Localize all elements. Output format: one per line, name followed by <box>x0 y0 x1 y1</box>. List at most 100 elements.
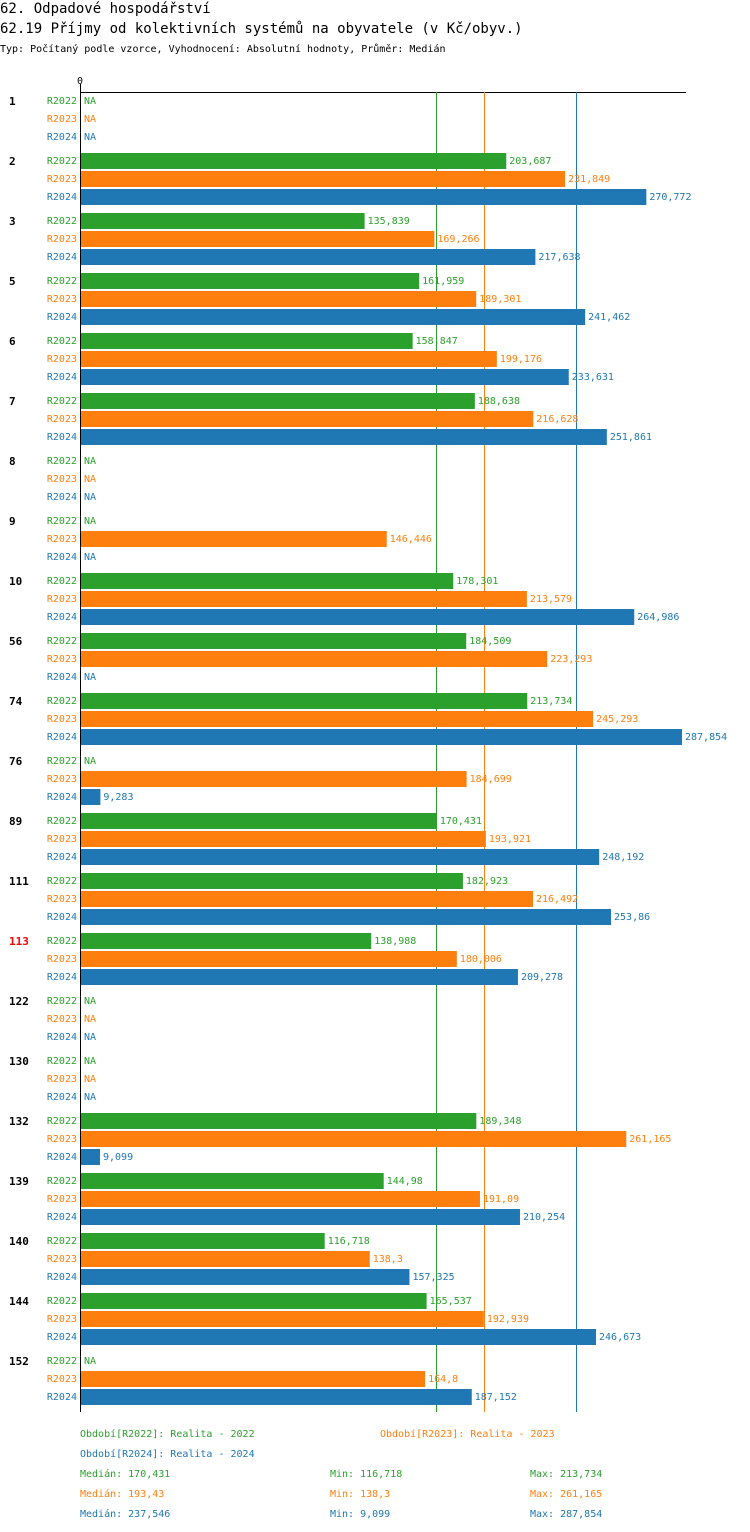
bar-152-r2024 <box>81 1389 472 1405</box>
series-label-r2024: R2024 <box>47 432 77 443</box>
series-label-r2024: R2024 <box>47 552 77 563</box>
value-label-113-r2024: 209,278 <box>521 972 563 983</box>
value-label-76-r2023: 184,699 <box>470 774 512 785</box>
category-label-140: 140 <box>9 1235 29 1248</box>
series-label-r2023: R2023 <box>47 894 77 905</box>
value-label-56-r2023: 223,293 <box>550 654 592 665</box>
na-label: NA <box>84 1356 96 1367</box>
value-label-111-r2024: 253,86 <box>614 912 650 923</box>
series-label-r2022: R2022 <box>47 516 77 527</box>
value-label-2-r2023: 231,849 <box>568 174 610 185</box>
na-label: NA <box>84 552 96 563</box>
bar-56-r2023 <box>81 651 548 667</box>
category-label-76: 76 <box>9 755 23 768</box>
chart-title: 62.19 Příjmy od kolektivních systémů na … <box>0 21 523 37</box>
series-label-r2023: R2023 <box>47 1074 77 1085</box>
bar-10-r2023 <box>81 591 527 607</box>
bar-139-r2022 <box>81 1173 384 1189</box>
series-label-r2022: R2022 <box>47 936 77 947</box>
series-label-r2023: R2023 <box>47 654 77 665</box>
series-label-r2024: R2024 <box>47 372 77 383</box>
bar-10-r2024 <box>81 609 635 625</box>
series-label-r2024: R2024 <box>47 1392 77 1403</box>
category-label-89: 89 <box>9 815 22 828</box>
value-label-139-r2023: 191,09 <box>483 1194 519 1205</box>
bar-89-r2024 <box>81 849 600 865</box>
bar-5-r2022 <box>81 273 420 289</box>
stat-median-r2023: Medián: 193,43 <box>80 1488 164 1500</box>
series-label-r2023: R2023 <box>47 1374 77 1385</box>
category-label-9: 9 <box>9 515 16 528</box>
na-label: NA <box>84 672 96 683</box>
bar-6-r2022 <box>81 333 413 349</box>
value-label-111-r2022: 182,923 <box>466 876 508 887</box>
category-label-130: 130 <box>9 1055 29 1068</box>
bar-152-r2023 <box>81 1371 426 1387</box>
value-label-3-r2022: 135,839 <box>368 216 410 227</box>
series-label-r2022: R2022 <box>47 216 77 227</box>
category-label-56: 56 <box>9 635 23 648</box>
series-label-r2024: R2024 <box>47 612 77 623</box>
series-label-r2022: R2022 <box>47 1356 77 1367</box>
value-label-3-r2023: 169,266 <box>437 234 479 245</box>
bar-3-r2024 <box>81 249 536 265</box>
series-label-r2023: R2023 <box>47 414 77 425</box>
category-label-7: 7 <box>9 395 16 408</box>
series-label-r2022: R2022 <box>47 1116 77 1127</box>
value-label-89-r2023: 193,921 <box>489 834 531 845</box>
bar-56-r2022 <box>81 633 467 649</box>
category-label-111: 111 <box>9 875 29 888</box>
bar-76-r2024 <box>81 789 101 805</box>
bar-111-r2022 <box>81 873 463 889</box>
series-label-r2024: R2024 <box>47 1212 77 1223</box>
series-label-r2022: R2022 <box>47 996 77 1007</box>
na-label: NA <box>84 516 96 527</box>
series-label-r2024: R2024 <box>47 132 77 143</box>
stat-min-r2024: Min: 9,099 <box>330 1509 390 1520</box>
series-label-r2024: R2024 <box>47 672 77 683</box>
na-label: NA <box>84 474 96 485</box>
series-label-r2022: R2022 <box>47 156 77 167</box>
series-label-r2022: R2022 <box>47 1056 77 1067</box>
series-label-r2023: R2023 <box>47 234 77 245</box>
value-label-74-r2023: 245,293 <box>596 714 638 725</box>
stat-min-r2022: Min: 116,718 <box>330 1469 402 1480</box>
bar-113-r2022 <box>81 933 372 949</box>
bar-5-r2023 <box>81 291 477 307</box>
series-label-r2024: R2024 <box>47 312 77 323</box>
value-label-152-r2023: 164,8 <box>428 1374 458 1385</box>
series-label-r2024: R2024 <box>47 492 77 503</box>
bar-2-r2024 <box>81 189 647 205</box>
bar-7-r2023 <box>81 411 534 427</box>
value-label-140-r2023: 138,3 <box>373 1254 403 1265</box>
value-label-89-r2022: 170,431 <box>440 816 482 827</box>
category-label-152: 152 <box>9 1355 29 1368</box>
series-label-r2022: R2022 <box>47 876 77 887</box>
value-label-140-r2024: 157,325 <box>412 1272 454 1283</box>
value-label-7-r2024: 251,861 <box>610 432 652 443</box>
bar-74-r2024 <box>81 729 682 745</box>
series-label-r2024: R2024 <box>47 972 77 983</box>
value-label-5-r2022: 161,959 <box>422 276 464 287</box>
value-label-113-r2023: 180,006 <box>460 954 502 965</box>
bar-113-r2024 <box>81 969 518 985</box>
bar-7-r2022 <box>81 393 475 409</box>
series-label-r2024: R2024 <box>47 1332 77 1343</box>
na-label: NA <box>84 756 96 767</box>
bar-5-r2024 <box>81 309 586 325</box>
category-label-132: 132 <box>9 1115 29 1128</box>
series-label-r2023: R2023 <box>47 834 77 845</box>
bar-2-r2023 <box>81 171 566 187</box>
value-label-5-r2024: 241,462 <box>588 312 630 323</box>
series-label-r2023: R2023 <box>47 474 77 485</box>
axis-zero-label: 0 <box>77 76 83 87</box>
bar-144-r2024 <box>81 1329 597 1345</box>
series-label-r2024: R2024 <box>47 792 77 803</box>
value-label-111-r2023: 216,492 <box>536 894 578 905</box>
value-label-140-r2022: 116,718 <box>328 1236 370 1247</box>
value-label-56-r2022: 184,509 <box>469 636 511 647</box>
value-label-76-r2024: 9,283 <box>103 792 133 803</box>
value-label-139-r2022: 144,98 <box>387 1176 423 1187</box>
series-label-r2023: R2023 <box>47 534 77 545</box>
bar-89-r2023 <box>81 831 486 847</box>
